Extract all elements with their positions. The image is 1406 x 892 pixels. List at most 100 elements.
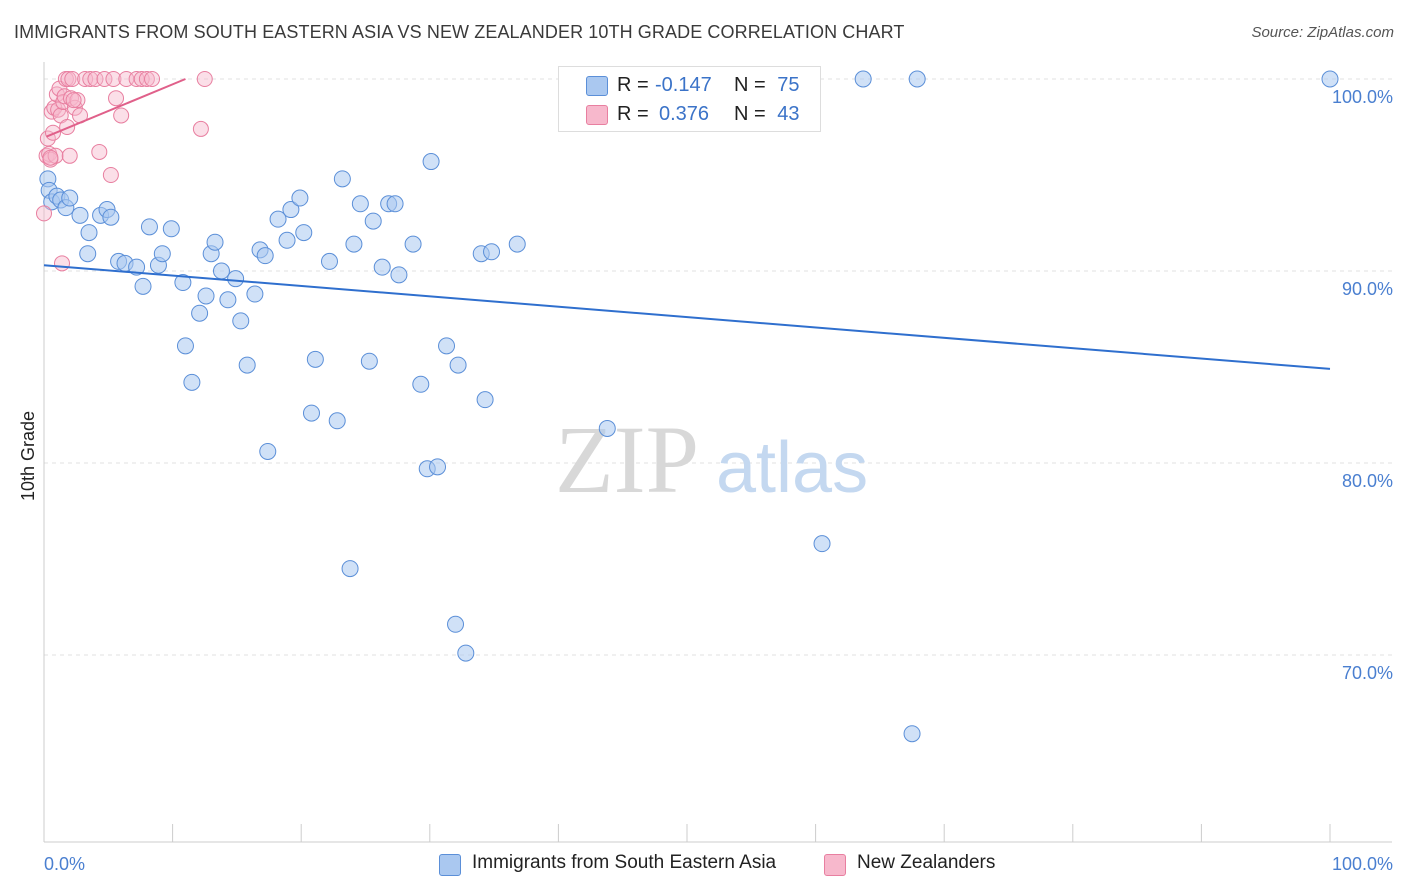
trend-line-pink	[46, 78, 186, 138]
data-point-blue	[162, 220, 180, 238]
data-point-pink	[105, 71, 122, 87]
chart-title: IMMIGRANTS FROM SOUTH EASTERN ASIA VS NE…	[14, 22, 905, 42]
x-tick-label: 100.0%	[1332, 854, 1393, 874]
y-tick-label: 100.0%	[1332, 87, 1393, 107]
bottom-legend-label-pink: New Zealanders	[857, 852, 996, 873]
data-point-blue	[390, 266, 408, 284]
data-point-blue	[153, 245, 171, 263]
data-point-blue	[128, 258, 146, 276]
data-point-blue	[333, 170, 351, 188]
legend-n-value: 75	[777, 74, 800, 96]
series-blue-points	[39, 70, 1339, 743]
legend-n-label: N = 75	[734, 74, 800, 97]
data-point-blue	[227, 270, 245, 288]
data-point-blue	[291, 189, 309, 207]
data-point-pink	[64, 71, 81, 87]
data-point-blue	[71, 206, 89, 224]
data-point-blue	[328, 412, 346, 430]
bottom-legend-swatch-pink	[824, 854, 846, 876]
data-point-blue	[813, 535, 831, 553]
data-point-blue	[373, 258, 391, 276]
data-point-pink	[63, 90, 80, 107]
y-axis-label: 10th Grade	[18, 411, 38, 501]
data-point-pink	[65, 92, 82, 109]
legend-row-blue: R = -0.147 N = 75	[559, 71, 820, 101]
data-point-blue	[364, 212, 382, 230]
data-point-blue	[412, 375, 430, 393]
legend-r-label: R =	[617, 74, 649, 96]
data-point-blue	[80, 224, 98, 242]
x-tick-label: 0.0%	[44, 854, 85, 874]
data-point-blue	[212, 262, 230, 280]
data-point-pink	[91, 143, 108, 160]
legend-r-value: -0.147	[655, 74, 712, 96]
data-point-blue	[282, 201, 300, 219]
data-point-blue	[197, 287, 215, 305]
data-point-blue	[360, 352, 378, 370]
data-point-blue	[422, 153, 440, 171]
watermark: ZIP atlas	[555, 406, 868, 513]
data-point-pink	[60, 71, 77, 87]
bottom-legend-label-blue: Immigrants from South Eastern Asia	[472, 852, 777, 873]
data-point-blue	[134, 277, 152, 295]
data-point-pink	[144, 71, 161, 87]
legend-swatch-blue	[586, 76, 608, 96]
data-point-pink	[42, 149, 59, 166]
source-label: Source: ZipAtlas.com	[1251, 24, 1394, 41]
data-point-blue	[449, 356, 467, 374]
watermark-atlas: atlas	[716, 428, 868, 508]
data-point-blue	[386, 195, 404, 213]
data-point-blue	[140, 218, 158, 236]
data-point-blue	[102, 208, 120, 226]
data-point-blue	[269, 210, 287, 228]
data-point-pink	[82, 71, 99, 87]
data-point-blue	[176, 337, 194, 355]
data-point-blue	[1321, 70, 1339, 88]
data-point-blue	[219, 291, 237, 309]
data-point-pink	[192, 120, 209, 137]
legend-row-pink: R = 0.376 N = 43	[559, 100, 820, 130]
tick-labels: 100.0% 90.0% 80.0% 70.0% 0.0% 100.0%	[44, 87, 1393, 874]
data-point-pink	[196, 71, 213, 87]
data-point-blue	[295, 224, 313, 242]
legend-swatch-pink	[586, 105, 608, 125]
data-point-blue	[238, 356, 256, 374]
trend-lines	[43, 78, 1331, 370]
data-point-blue	[429, 458, 447, 476]
legend-n-text: N =	[734, 103, 766, 125]
data-point-blue	[598, 419, 616, 437]
correlation-legend: R = -0.147 N = 75 R = 0.376 N = 43	[558, 66, 821, 132]
data-point-blue	[259, 442, 277, 460]
data-point-blue	[256, 247, 274, 265]
data-point-blue	[320, 252, 338, 270]
data-point-pink	[69, 92, 86, 109]
data-point-blue	[447, 615, 465, 633]
trend-line-blue	[43, 264, 1331, 370]
data-point-pink	[102, 167, 119, 183]
data-point-blue	[345, 235, 363, 253]
series-pink-points	[36, 71, 213, 272]
legend-n-value: 43	[777, 103, 800, 125]
data-point-blue	[854, 70, 872, 88]
data-point-blue	[341, 560, 359, 578]
data-point-pink	[87, 71, 104, 87]
data-point-blue	[306, 350, 324, 368]
data-point-blue	[174, 274, 192, 292]
data-point-blue	[483, 243, 501, 261]
data-point-pink	[61, 147, 78, 164]
data-point-pink	[108, 90, 125, 107]
legend-r-value: 0.376	[659, 103, 710, 125]
bottom-legend-swatch-blue	[439, 854, 461, 876]
data-point-pink	[138, 71, 155, 87]
data-point-blue	[79, 245, 97, 263]
y-tick-label: 80.0%	[1342, 471, 1393, 491]
legend-n-text: N =	[734, 74, 766, 96]
data-point-blue	[404, 235, 422, 253]
legend-r-label: R =	[617, 103, 649, 125]
data-point-blue	[908, 70, 926, 88]
data-point-blue	[278, 231, 296, 249]
data-point-blue	[206, 233, 224, 251]
data-point-pink	[54, 255, 71, 272]
data-point-blue	[302, 404, 320, 422]
